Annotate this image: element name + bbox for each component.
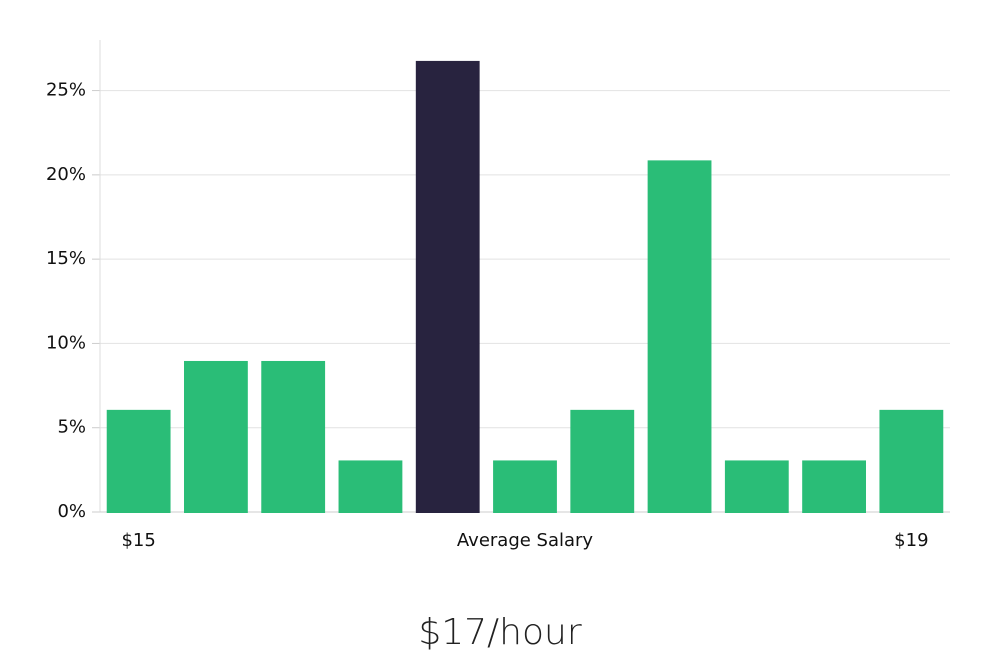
bar	[415, 60, 480, 514]
bar	[647, 160, 712, 513]
y-tick-label: 20%	[46, 164, 86, 185]
x-tick-label: Average Salary	[457, 530, 594, 551]
y-tick-label: 0%	[57, 501, 86, 522]
x-tick-label: $15	[121, 530, 155, 551]
y-tick-label: 5%	[57, 417, 86, 438]
x-tick-label: $19	[894, 530, 928, 551]
bar	[879, 409, 944, 514]
bar	[724, 460, 789, 513]
caption: $17/hour	[418, 612, 582, 653]
y-tick-label: 15%	[46, 248, 86, 269]
bar	[802, 460, 867, 513]
bar	[184, 360, 248, 513]
y-tick-label: 10%	[46, 332, 86, 353]
bar	[106, 409, 171, 514]
bar	[338, 460, 403, 513]
y-tick-label: 25%	[46, 80, 86, 101]
bar	[261, 360, 326, 513]
bar	[493, 460, 557, 513]
bar	[570, 409, 635, 514]
